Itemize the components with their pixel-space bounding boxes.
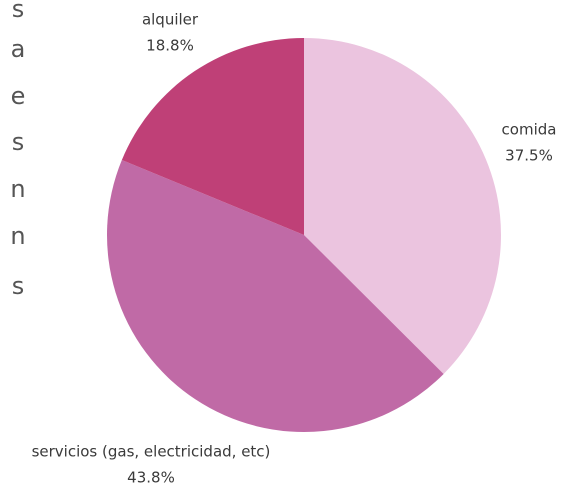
side-letter: n [10, 175, 25, 203]
slice-label: servicios (gas, electricidad, etc) [32, 443, 271, 461]
labels: comida 37.5% servicios (gas, electricidad,… [32, 11, 557, 487]
pie-slice [121, 38, 304, 235]
slice-label: comida [502, 121, 557, 139]
pie [107, 38, 501, 432]
slice-value-label: 43.8% [127, 469, 175, 487]
pie-slice [107, 159, 444, 432]
side-letter: s [12, 0, 25, 23]
slice-label: alquiler [142, 11, 199, 29]
side-letter: n [10, 222, 25, 250]
side-letter: a [11, 35, 26, 63]
side-letter: e [11, 82, 26, 110]
side-letter: s [12, 272, 25, 300]
slice-value-label: 18.8% [146, 37, 194, 55]
pie-slice [304, 38, 501, 374]
side-letter: s [12, 128, 25, 156]
slice-value-label: 37.5% [505, 147, 553, 165]
